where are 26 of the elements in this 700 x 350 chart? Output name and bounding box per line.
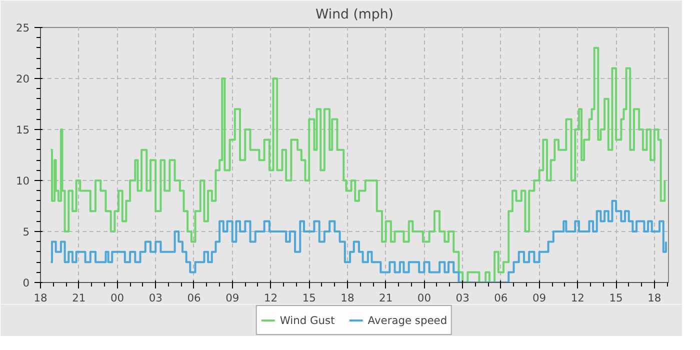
y-tick-label: 10 <box>16 174 30 188</box>
y-tick-label: 15 <box>16 124 30 136</box>
x-tick-label: 15 <box>609 292 623 304</box>
x-tick-label: 03 <box>148 292 162 304</box>
x-tick-label: 12 <box>264 292 278 304</box>
x-tick-label: 09 <box>226 292 240 304</box>
x-tick-label: 12 <box>570 292 584 304</box>
x-tick-label: 03 <box>456 292 470 304</box>
x-tick-label: 15 <box>302 292 316 304</box>
legend-label: Average speed <box>368 314 448 326</box>
x-tick-label: 21 <box>72 292 86 304</box>
x-tick-label: 00 <box>110 292 124 304</box>
x-tick-label: 21 <box>379 292 393 304</box>
y-tick-label: 5 <box>22 226 30 238</box>
x-tick-label: 00 <box>417 292 432 304</box>
y-tick-label: 20 <box>16 72 30 86</box>
x-tick-label: 06 <box>187 292 201 304</box>
x-tick-label: 18 <box>648 292 662 304</box>
x-tick-label: 09 <box>532 292 546 304</box>
x-tick-label: 18 <box>34 292 48 304</box>
legend-label: Wind Gust <box>280 314 335 326</box>
x-tick-label: 06 <box>494 292 508 304</box>
y-tick-label: 25 <box>16 22 30 34</box>
chart-title: Wind (mph) <box>315 8 394 22</box>
x-tick-label: 18 <box>340 292 354 304</box>
y-tick-label: 0 <box>22 276 30 290</box>
